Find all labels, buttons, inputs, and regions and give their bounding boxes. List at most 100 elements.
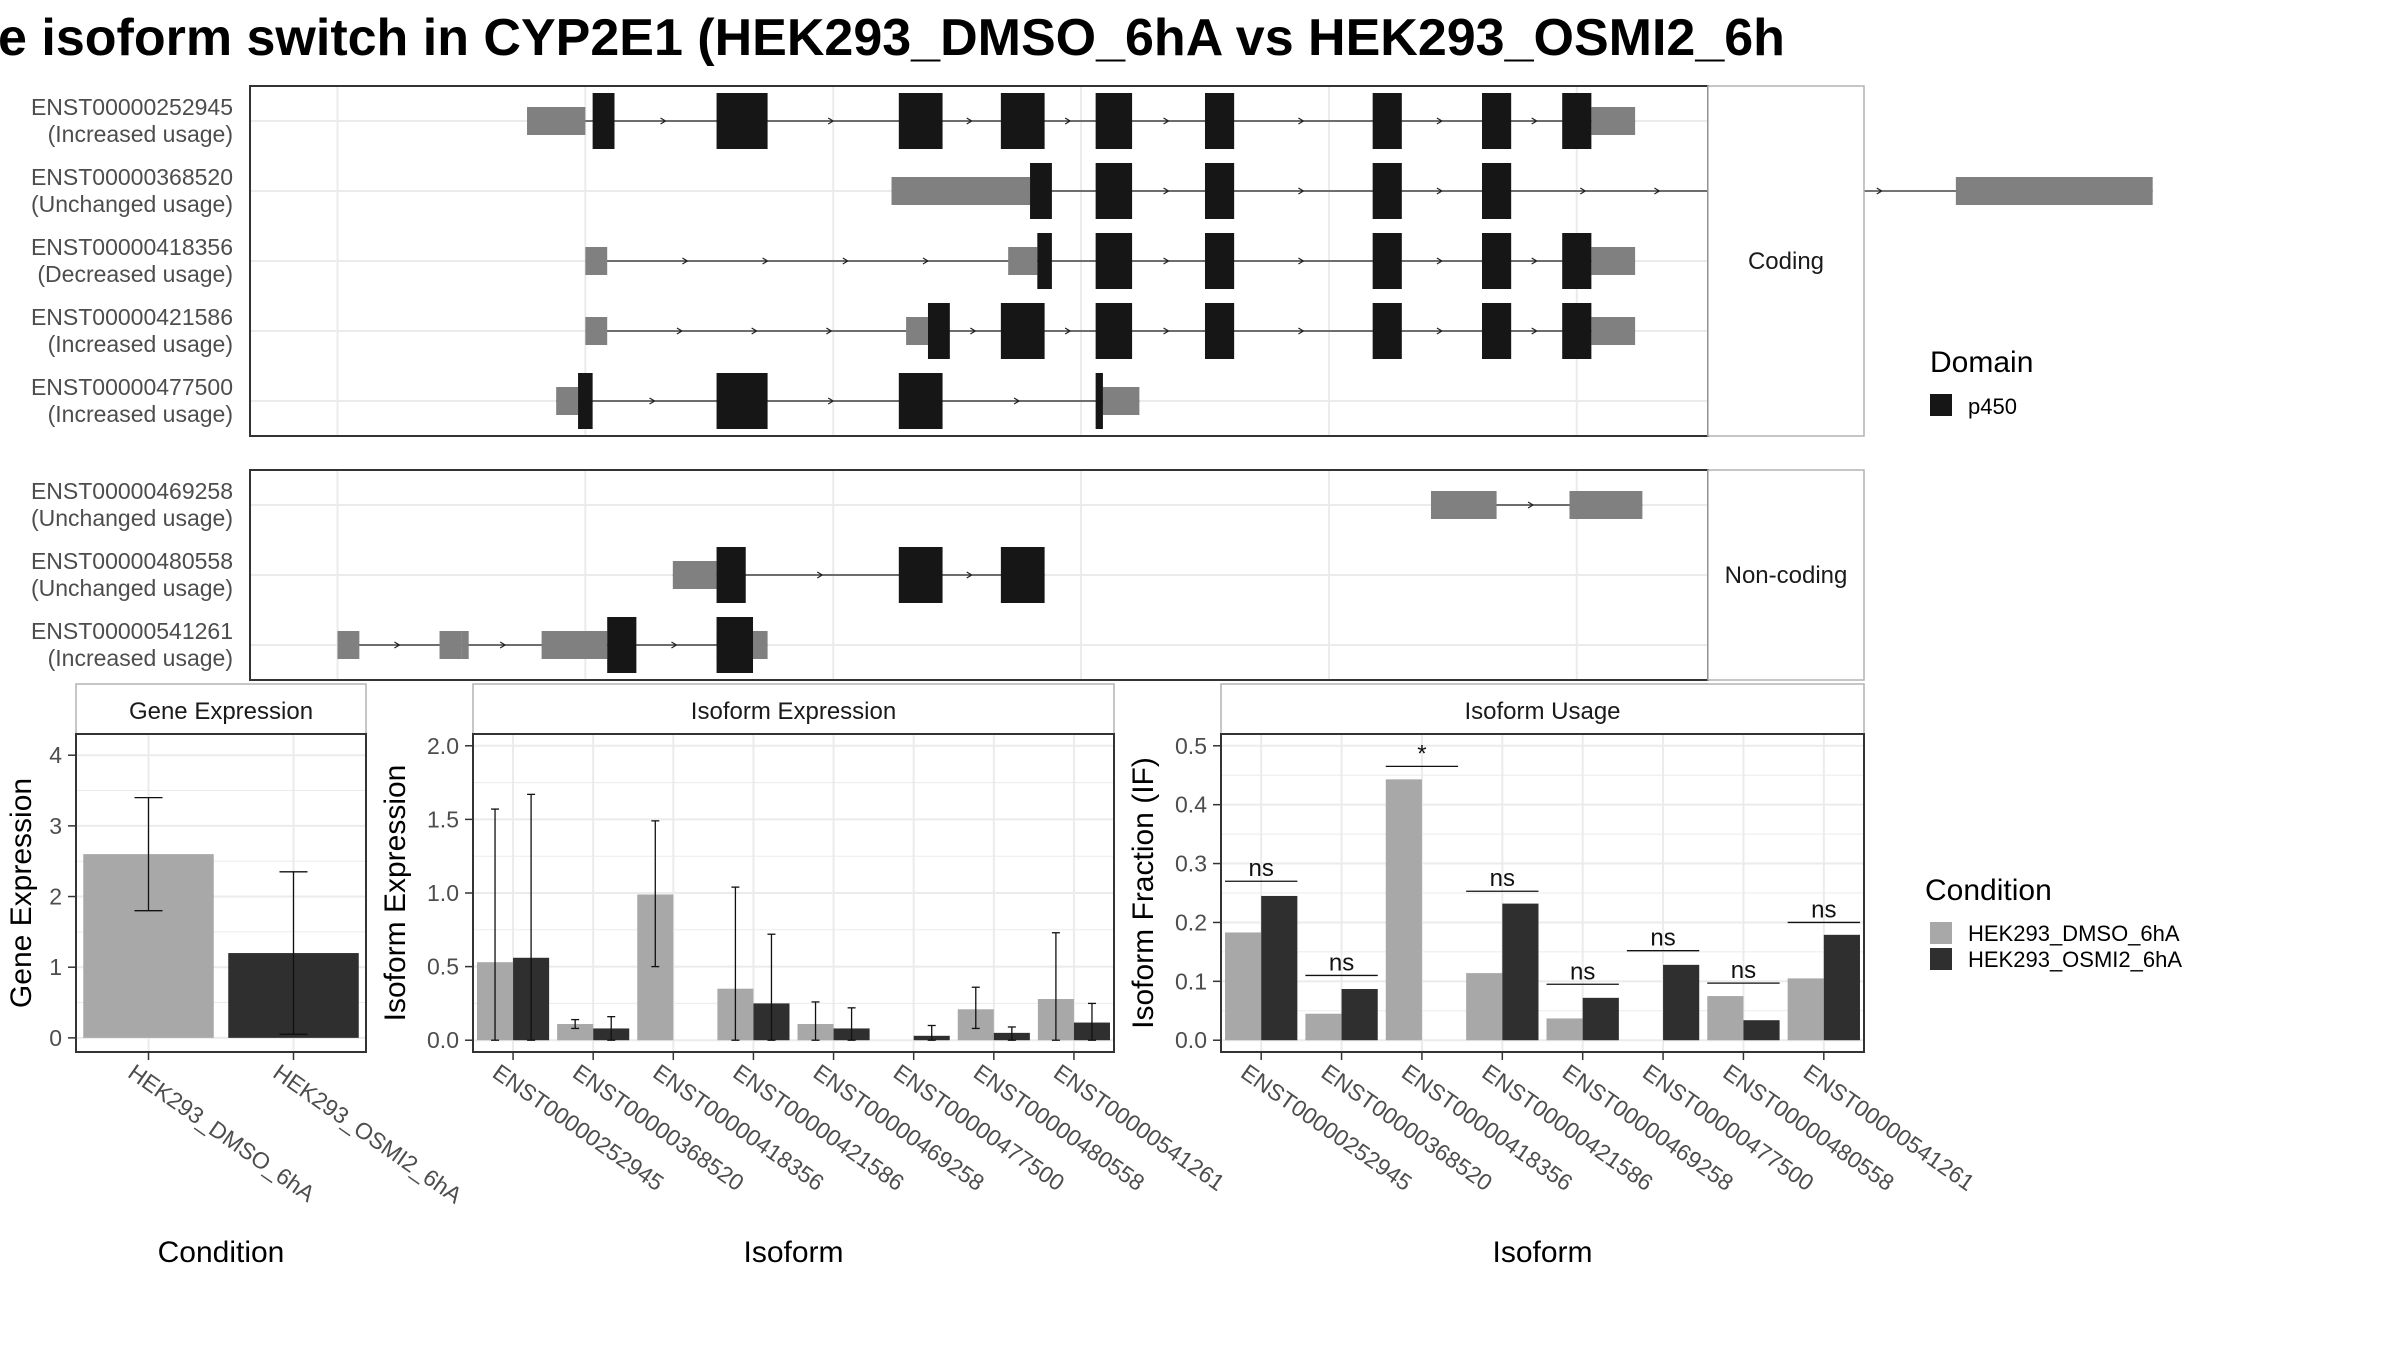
bar <box>1341 988 1378 1041</box>
condition-legend-key-dmso <box>1930 922 1952 944</box>
p450-domain-exon <box>1095 233 1133 289</box>
intron-arrow <box>660 117 667 125</box>
intron-arrow <box>1163 187 1170 195</box>
p450-domain-exon <box>1000 93 1045 149</box>
transcript-id-label: ENST00000541261 <box>31 618 233 644</box>
intron-arrow <box>1436 187 1444 195</box>
p450-domain-exon <box>1095 373 1103 429</box>
p450-domain-exon <box>1562 233 1592 289</box>
significance-label: ns <box>1650 925 1675 952</box>
transcript-id-label: ENST00000480558 <box>31 548 233 574</box>
p450-domain-exon <box>592 93 615 149</box>
y-tick-label: 0.1 <box>1175 968 1207 994</box>
p450-domain-exon <box>578 373 593 429</box>
p450-domain-exon <box>716 373 768 429</box>
p450-domain-exon <box>607 617 637 673</box>
intron-arrow <box>1163 257 1170 265</box>
utr-exon <box>1955 177 2153 205</box>
utr-exon <box>337 631 360 659</box>
bar <box>1707 996 1744 1041</box>
intron-arrow <box>1298 257 1305 265</box>
p450-domain-exon <box>898 547 943 603</box>
transcript-id-label: ENST00000368520 <box>31 164 233 190</box>
intron-arrow <box>1436 117 1444 125</box>
utr-exon <box>527 107 586 135</box>
utr-exon <box>1591 247 1636 275</box>
intron-arrow <box>499 641 507 649</box>
p450-domain-exon <box>1000 547 1045 603</box>
transcript-id-label: ENST00000477500 <box>31 374 233 400</box>
isoform-usage-panel: Isoform Usage 0.0 0.1 0.2 0.3 0.4 0.5 ns ns * ns ns… <box>1127 683 1979 1269</box>
domain-legend: Domain p450 <box>1930 346 2033 419</box>
significance-label: ns <box>1811 896 1836 923</box>
utr-exon <box>906 317 928 345</box>
transcript-usage-label: (Decreased usage) <box>37 261 233 287</box>
domain-legend-title: Domain <box>1930 346 2033 379</box>
intron-arrow <box>1163 117 1170 125</box>
intron-arrow <box>1579 187 1587 195</box>
transcript-usage-label: (Unchanged usage) <box>31 575 233 601</box>
p450-domain-exon <box>1562 93 1592 149</box>
y-axis-title: Isoform Fraction (IF) <box>1127 757 1160 1029</box>
p450-domain-exon <box>1095 303 1133 359</box>
intron-arrow <box>682 257 689 265</box>
y-tick-label: 2.0 <box>427 733 459 759</box>
p450-domain-exon <box>1372 93 1402 149</box>
significance-label: ns <box>1570 958 1595 985</box>
y-tick-label: 0.4 <box>1175 792 1207 818</box>
transcript-id-label: ENST00000418356 <box>31 234 233 260</box>
condition-legend-label-dmso: HEK293_DMSO_6hA <box>1968 921 2180 946</box>
noncoding-strip-label: Non-coding <box>1725 562 1848 589</box>
isoform-expression-panel: Isoform Expression0.00.51.01.52.0ENST000… <box>379 683 1230 1269</box>
utr-exon <box>1102 387 1140 415</box>
p450-domain-exon <box>1372 303 1402 359</box>
bar <box>1305 1013 1342 1041</box>
panel-title: Isoform Usage <box>1464 698 1620 725</box>
intron-arrow <box>966 117 973 125</box>
intron-arrow <box>966 571 973 579</box>
p450-domain-exon <box>1372 233 1402 289</box>
intron-arrow <box>1064 327 1072 335</box>
transcript-structure-panel: ENST00000252945(Increased usage)ENST0000… <box>31 85 2153 681</box>
y-tick-label: 0.0 <box>427 1027 459 1053</box>
intron-arrow <box>1527 501 1535 509</box>
figure-title: e isoform switch in CYP2E1 (HEK293_DMSO_… <box>0 9 1785 67</box>
bar <box>1663 964 1700 1041</box>
y-tick-label: 0.3 <box>1175 851 1207 877</box>
p450-domain-exon <box>1562 303 1592 359</box>
panel-title: Isoform Expression <box>691 698 896 725</box>
intron-arrow <box>1163 327 1170 335</box>
condition-legend-label-osmi2: HEK293_OSMI2_6hA <box>1968 947 2182 972</box>
intron-arrow <box>1531 327 1538 335</box>
intron-arrow <box>1436 257 1444 265</box>
transcript-usage-label: (Increased usage) <box>48 121 233 147</box>
p450-domain-exon <box>716 547 746 603</box>
y-tick-label: 0.2 <box>1175 909 1207 935</box>
intron-arrow <box>842 257 849 265</box>
bar <box>1385 779 1422 1041</box>
p450-domain-exon <box>1372 163 1402 219</box>
intron-arrow <box>1531 117 1538 125</box>
p450-domain-exon <box>1095 93 1133 149</box>
p450-domain-exon <box>1095 163 1133 219</box>
p450-domain-exon <box>898 373 943 429</box>
y-tick-label: 3 <box>49 813 62 839</box>
intron-arrow <box>1298 117 1305 125</box>
p450-domain-exon <box>1482 233 1512 289</box>
intron-arrow <box>1298 187 1305 195</box>
intron-arrow <box>671 641 678 649</box>
significance-label: ns <box>1731 957 1756 984</box>
x-axis-title: Isoform <box>743 1236 843 1269</box>
intron-arrow <box>816 571 824 579</box>
significance-label: ns <box>1249 855 1274 882</box>
transcript-id-label: ENST00000421586 <box>31 304 233 330</box>
intron-arrow <box>827 117 835 125</box>
transcript-usage-label: (Increased usage) <box>48 331 233 357</box>
transcript-usage-label: (Unchanged usage) <box>31 505 233 531</box>
panel-strip <box>1220 683 1865 735</box>
intron-arrow <box>394 641 401 649</box>
p450-domain-exon <box>1030 163 1052 219</box>
utr-exon <box>1430 491 1497 519</box>
domain-legend-label-p450: p450 <box>1968 394 2017 419</box>
